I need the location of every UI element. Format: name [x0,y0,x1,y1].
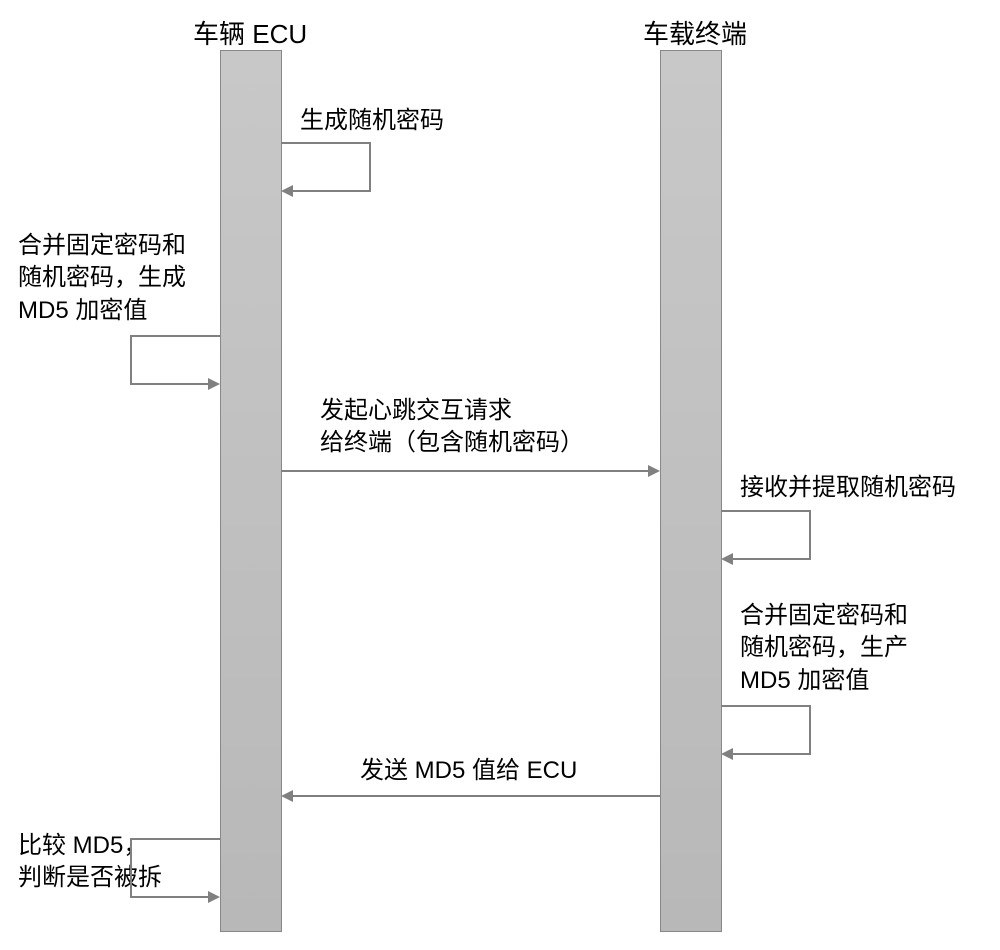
step-recv-extract-label: 接收并提取随机密码 [740,472,956,504]
step-compare-line-top [130,838,220,840]
step-recv-line-bot [733,558,811,560]
ecu-header: 车辆 ECU [193,14,307,51]
step-merge-ecu-line-top [130,335,220,337]
step-compare-line-bot [130,896,208,898]
ecu-lifeline [220,50,282,932]
step-send-md5-label: 发送 MD5 值给 ECU [360,755,577,787]
step-merge-ecu-line-v [130,335,132,385]
step-merge-ecu-arrow [208,378,220,390]
step-merge-term-label: 合并固定密码和 随机密码，生产 MD5 加密值 [740,600,908,697]
step-recv-arrow [721,553,733,565]
step-merge-term-line-v [809,705,811,755]
step-compare-arrow [208,891,220,903]
step-merge-ecu-line-bot [130,383,208,385]
step-merge-term-arrow [721,748,733,760]
step-gen-random-line-top [281,142,371,144]
terminal-lifeline [660,50,722,932]
step-gen-random-label: 生成随机密码 [300,105,444,137]
step-gen-random-line-v [369,142,371,192]
step-recv-line-top [721,510,811,512]
step-gen-random-arrow [281,185,293,197]
step-send-md5-arrow [281,790,293,802]
step-heartbeat-label: 发起心跳交互请求 给终端（包含随机密码） [320,395,584,460]
step-heartbeat-arrow [648,465,660,477]
step-send-md5-line [293,795,660,797]
terminal-header: 车载终端 [643,14,747,51]
step-merge-term-line-top [721,705,811,707]
step-merge-term-line-bot [733,753,811,755]
step-merge-ecu-label: 合并固定密码和 随机密码，生成 MD5 加密值 [18,230,186,327]
step-compare-line-v [130,838,132,898]
step-recv-line-v [809,510,811,560]
step-heartbeat-line [281,470,648,472]
step-gen-random-line-bot [293,190,371,192]
